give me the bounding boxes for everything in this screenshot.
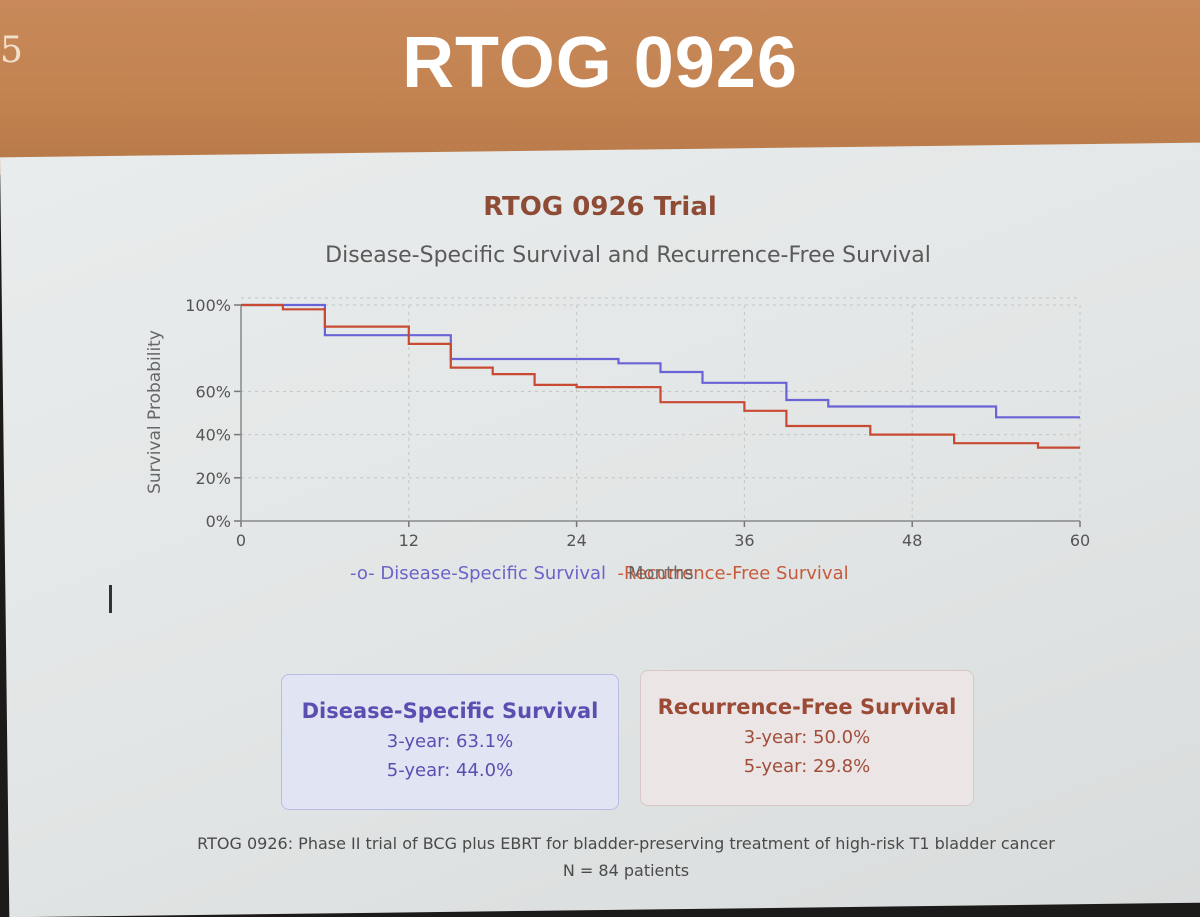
dss-5year-value: 5-year: 44.0% xyxy=(386,760,514,781)
y-tick-label: 20% xyxy=(195,469,231,488)
banner-title: RTOG 0926 xyxy=(402,23,798,103)
dss-3year-value: 3-year: 63.1% xyxy=(386,731,514,752)
legend-dss-marker: -o- xyxy=(350,563,375,584)
rfs-card-title: Recurrence-Free Survival xyxy=(657,695,957,719)
x-tick-label: 0 xyxy=(236,531,246,550)
rfs-summary-card: Recurrence-Free Survival 3-year: 50.0% 5… xyxy=(640,670,974,806)
legend-dss-label: Disease-Specific Survival xyxy=(380,563,607,584)
y-tick-label: 60% xyxy=(195,382,231,401)
y-tick-label: 100% xyxy=(185,296,231,315)
chart-title: RTOG 0926 Trial xyxy=(483,192,717,222)
x-tick-label: 12 xyxy=(399,531,419,550)
dss-series-line xyxy=(241,303,1080,419)
y-tick-label: 40% xyxy=(195,426,231,445)
dss-summary-card: Disease-Specific Survival 3-year: 63.1% … xyxy=(281,674,619,810)
slide-header-banner: 5 RTOG 0926 xyxy=(0,0,1200,175)
x-tick-label: 24 xyxy=(566,531,586,550)
chart-subtitle: Disease-Specific Survival and Recurrence… xyxy=(325,243,931,268)
legend-rfs-label: Recurrence-Free Survival xyxy=(624,563,849,584)
km-survival-chart: 0 12 24 36 48 60 0% 20% 40% 60% 100% Survival Prob… xyxy=(145,296,1090,550)
y-tick-label: 0% xyxy=(206,512,231,531)
chart-series xyxy=(241,303,1080,449)
chart-legend: -o- Disease-Specific Survival Months -Re… xyxy=(350,563,849,584)
y-axis-label: Survival Probability xyxy=(145,330,165,494)
footnote-trial-description: RTOG 0926: Phase II trial of BCG plus EB… xyxy=(197,834,1055,853)
footnote: RTOG 0926: Phase II trial of BCG plus EB… xyxy=(0,830,1200,884)
footnote-sample-size: N = 84 patients xyxy=(562,861,690,880)
rfs-series-line xyxy=(241,303,1080,449)
x-tick-label: 48 xyxy=(902,531,922,550)
x-tick-label: 60 xyxy=(1070,531,1090,550)
rfs-5year-value: 5-year: 29.8% xyxy=(743,756,871,777)
x-tick-label: 36 xyxy=(734,531,754,550)
chart-gridlines xyxy=(241,297,1081,521)
dss-card-title: Disease-Specific Survival xyxy=(301,699,599,723)
rfs-3year-value: 3-year: 50.0% xyxy=(743,727,871,748)
chart-axes: 0 12 24 36 48 60 0% 20% 40% 60% 100% xyxy=(185,296,1090,550)
x-axis-label: Months xyxy=(628,563,694,584)
text-cursor xyxy=(109,585,112,613)
legend-rfs-marker: - xyxy=(611,563,625,584)
banner-corner-mark: 5 xyxy=(0,30,23,71)
